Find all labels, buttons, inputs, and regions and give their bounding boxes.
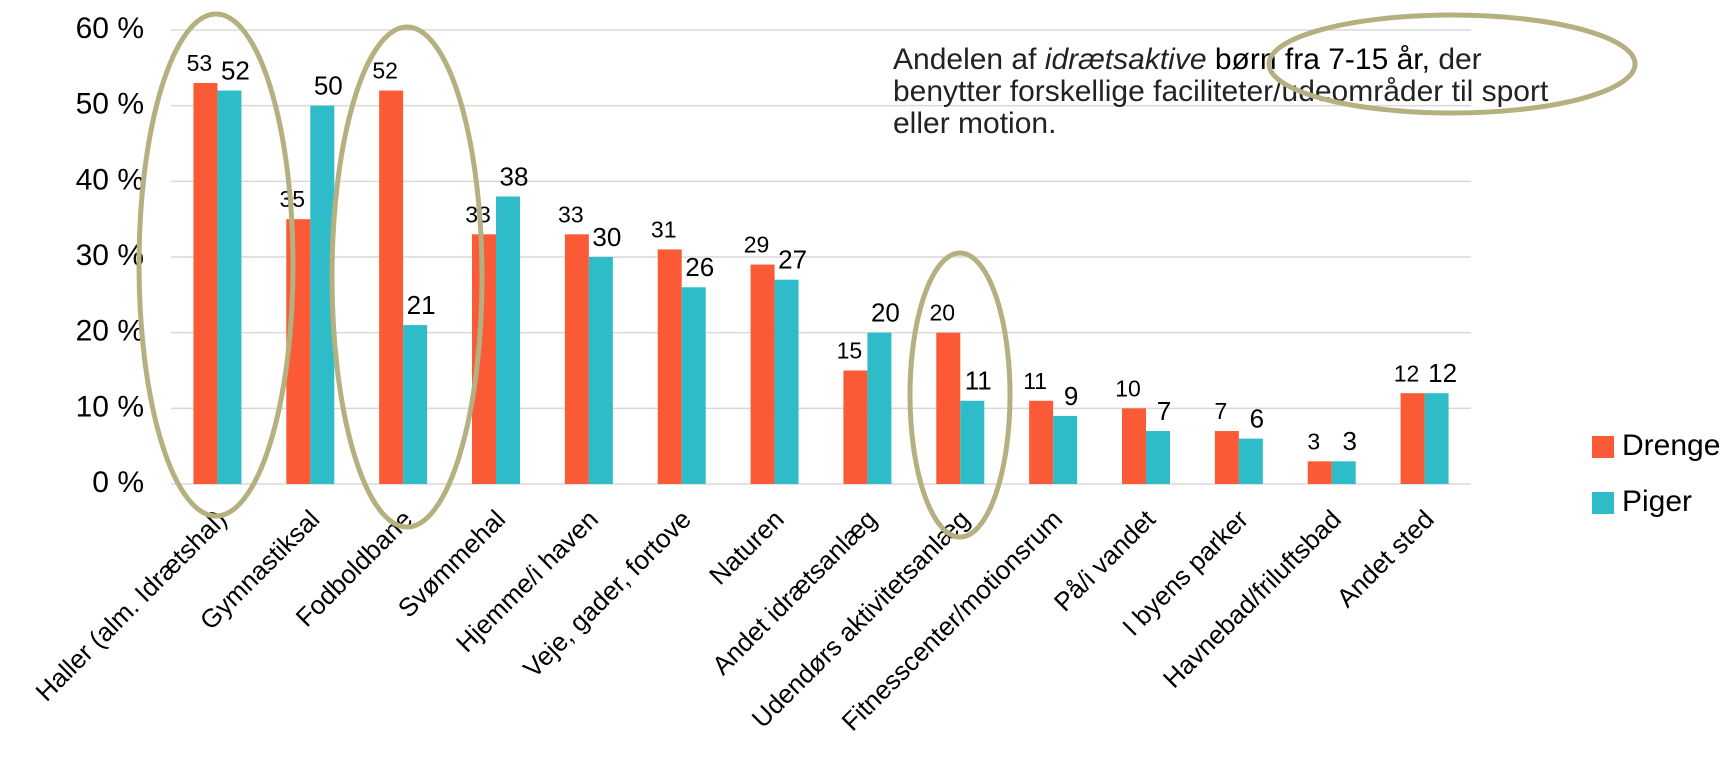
data-label: 50 [314, 71, 343, 101]
data-label: 20 [871, 298, 900, 328]
data-label: 52 [372, 58, 398, 84]
data-label: 38 [500, 161, 529, 191]
y-tick-label: 40 % [76, 163, 144, 196]
bar [1029, 400, 1054, 484]
y-tick-label: 0 % [92, 466, 144, 499]
data-label: 11 [1023, 368, 1047, 394]
annotation: Andelen af idrætsaktive børn fra 7-15 år… [893, 44, 1593, 140]
legend-swatch [1592, 492, 1614, 514]
data-label: 27 [778, 245, 807, 275]
bar [379, 90, 404, 485]
data-label: 52 [221, 55, 250, 85]
data-label: 7 [1157, 396, 1171, 426]
data-label: 7 [1214, 398, 1227, 424]
legend-swatch [1592, 436, 1614, 458]
data-label: 21 [407, 290, 436, 320]
data-label: 10 [1115, 375, 1141, 401]
bar [750, 264, 775, 484]
y-tick-label: 30 % [76, 239, 144, 272]
bar [1400, 393, 1425, 484]
bar [1331, 461, 1356, 484]
annotation-text: børn fra 7-15 år, [1214, 43, 1430, 76]
x-tick-label: Havnebad/friluftsbad [1157, 504, 1347, 694]
data-label: 33 [558, 201, 584, 227]
data-label: 20 [929, 300, 955, 326]
bar [193, 82, 218, 484]
bar [472, 234, 496, 484]
bar [1122, 408, 1146, 484]
bar [681, 287, 706, 484]
bar [217, 90, 242, 485]
annotation-text: Andelen af [893, 43, 1037, 76]
data-label: 33 [465, 201, 491, 227]
bar [843, 370, 868, 484]
y-tick-label: 20 % [76, 315, 144, 348]
data-label: 11 [965, 366, 992, 396]
bar [960, 400, 985, 484]
y-tick-label: 50 % [76, 88, 144, 121]
x-tick-label: Andet idrætsanlæg [706, 504, 883, 681]
data-label: 15 [837, 338, 863, 364]
bar [588, 257, 613, 484]
data-label: 26 [685, 252, 714, 282]
bar [286, 219, 311, 484]
data-label: 53 [187, 50, 213, 76]
bar [1053, 415, 1078, 484]
y-tick-label: 60 % [76, 12, 144, 45]
data-label: 3 [1307, 428, 1320, 454]
legend-label: Piger [1622, 485, 1692, 518]
bar [657, 249, 682, 484]
bar [1214, 431, 1239, 484]
bar [403, 325, 428, 484]
bar [1238, 438, 1263, 484]
data-label: 12 [1394, 360, 1420, 386]
bar [867, 332, 892, 484]
data-label: 12 [1428, 358, 1457, 388]
data-label: 29 [744, 232, 770, 258]
bar [564, 234, 589, 484]
data-label: 35 [279, 186, 305, 212]
bar [936, 332, 961, 484]
bar [310, 105, 335, 485]
bar [1424, 393, 1449, 484]
bar [774, 279, 799, 484]
data-label: 9 [1064, 381, 1078, 411]
x-tick-label: Veje, gader, fortove [517, 504, 697, 684]
bar [496, 196, 520, 484]
y-tick-label: 10 % [76, 390, 144, 423]
bar [1307, 461, 1332, 484]
data-label: 30 [592, 222, 621, 252]
x-tick-label: Naturen [703, 504, 790, 591]
annotation-text: idrætsaktive [1044, 43, 1207, 76]
data-label: 6 [1250, 403, 1264, 433]
legend-label: Drenge [1622, 429, 1720, 462]
bar [1146, 431, 1170, 484]
data-label: 3 [1342, 426, 1356, 456]
x-tick-label: Andet sted [1331, 504, 1440, 613]
data-label: 31 [651, 217, 677, 243]
